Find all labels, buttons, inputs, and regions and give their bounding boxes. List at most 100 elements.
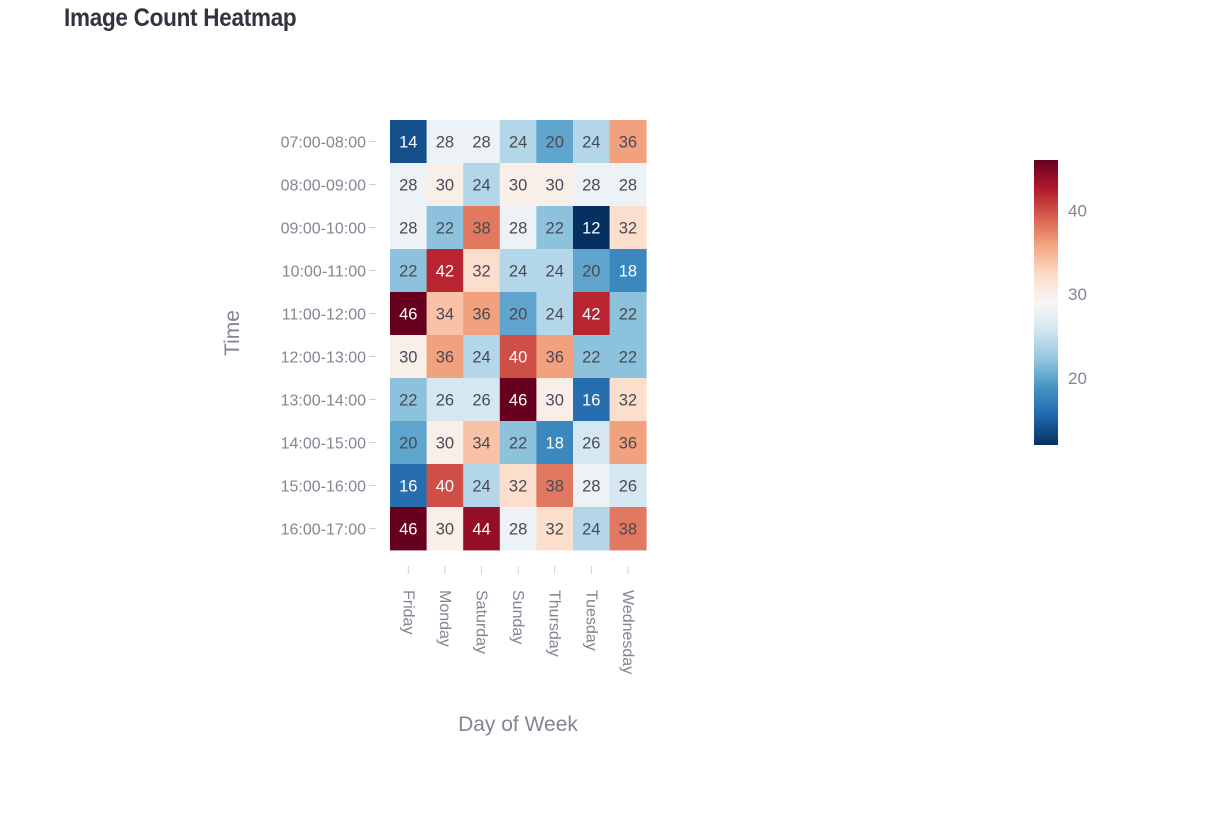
cell-value-label: 28 — [436, 134, 454, 152]
heatmap-cell[interactable] — [426, 335, 464, 379]
heatmap-cell[interactable] — [536, 335, 574, 379]
heatmap-cell[interactable] — [609, 249, 647, 293]
heatmap-cell[interactable] — [609, 163, 647, 207]
cell-value-label: 28 — [399, 220, 417, 238]
heatmap-cell[interactable] — [390, 120, 427, 164]
cell-value-label: 24 — [472, 478, 490, 496]
y-tick-label: 14:00-15:00 — [281, 436, 367, 453]
heatmap-cell[interactable] — [499, 335, 537, 379]
heatmap-cell[interactable] — [573, 464, 610, 508]
heatmap-cell[interactable] — [609, 335, 647, 379]
cell-value-label: 28 — [619, 177, 637, 195]
heatmap-cell[interactable] — [426, 421, 464, 465]
heatmap-cell[interactable] — [573, 421, 610, 465]
heatmap-cell[interactable] — [536, 249, 574, 293]
y-tick-label: 16:00-17:00 — [281, 522, 367, 539]
heatmap-cell[interactable] — [426, 378, 464, 422]
cell-value-label: 36 — [436, 349, 454, 367]
heatmap-cell[interactable] — [499, 292, 537, 336]
heatmap-cell[interactable] — [536, 163, 574, 207]
cell-value-label: 20 — [509, 306, 527, 324]
heatmap-cells[interactable]: 14 28 28 24 20 24 36 28 30 24 30 30 28 28 28 22 38 28 22 12… — [390, 120, 647, 551]
cell-value-label: 22 — [619, 349, 637, 367]
heatmap-cell[interactable] — [609, 464, 647, 508]
heatmap-cell[interactable] — [573, 378, 610, 422]
cell-value-label: 24 — [582, 521, 600, 539]
cell-value-label: 20 — [582, 263, 600, 281]
heatmap-cell[interactable] — [426, 464, 464, 508]
heatmap-cell[interactable] — [609, 206, 647, 250]
heatmap-cell[interactable] — [573, 507, 610, 551]
heatmap-cell[interactable] — [499, 507, 537, 551]
heatmap-cell[interactable] — [536, 292, 574, 336]
heatmap-cell[interactable] — [426, 292, 464, 336]
heatmap-cell[interactable] — [499, 249, 537, 293]
heatmap-cell[interactable] — [463, 507, 501, 551]
heatmap-cell[interactable] — [499, 206, 537, 250]
x-tick-label: Tuesday — [582, 590, 599, 651]
heatmap-cell[interactable] — [426, 120, 464, 164]
cell-value-label: 16 — [582, 392, 600, 410]
heatmap-cell[interactable] — [463, 249, 501, 293]
heatmap-cell[interactable] — [573, 120, 610, 164]
heatmap-cell[interactable] — [499, 464, 537, 508]
heatmap-cell[interactable] — [390, 335, 427, 379]
heatmap-cell[interactable] — [463, 206, 501, 250]
heatmap-cell[interactable] — [536, 120, 574, 164]
cell-value-label: 12 — [582, 220, 600, 238]
heatmap-cell[interactable] — [573, 163, 610, 207]
heatmap-cell[interactable] — [390, 464, 427, 508]
heatmap-cell[interactable] — [390, 163, 427, 207]
heatmap-cell[interactable] — [390, 206, 427, 250]
heatmap-cell[interactable] — [426, 507, 464, 551]
heatmap-cell[interactable] — [463, 120, 501, 164]
heatmap-cell[interactable] — [390, 292, 427, 336]
cell-value-label: 30 — [509, 177, 527, 195]
heatmap-cell[interactable] — [499, 163, 537, 207]
cell-value-label: 22 — [582, 349, 600, 367]
heatmap-cell[interactable] — [463, 378, 501, 422]
cell-value-label: 46 — [399, 306, 417, 324]
heatmap-cell[interactable] — [463, 335, 501, 379]
heatmap-cell[interactable] — [390, 249, 427, 293]
heatmap-cell[interactable] — [426, 163, 464, 207]
heatmap-cell[interactable] — [573, 292, 610, 336]
heatmap-cell[interactable] — [609, 378, 647, 422]
cell-value-label: 38 — [472, 220, 490, 238]
heatmap-cell[interactable] — [536, 206, 574, 250]
heatmap-cell[interactable] — [390, 507, 427, 551]
heatmap-cell[interactable] — [536, 464, 574, 508]
cell-value-label: 42 — [436, 263, 454, 281]
heatmap-cell[interactable] — [463, 292, 501, 336]
heatmap-cell[interactable] — [390, 378, 427, 422]
colorbar-tick-label: 30 — [1068, 285, 1087, 304]
cell-value-label: 46 — [509, 392, 527, 410]
heatmap-cell[interactable] — [499, 421, 537, 465]
heatmap-cell[interactable] — [499, 378, 537, 422]
heatmap-cell[interactable] — [609, 292, 647, 336]
heatmap-cell[interactable] — [536, 378, 574, 422]
heatmap-cell[interactable] — [609, 120, 647, 164]
heatmap-cell[interactable] — [573, 335, 610, 379]
heatmap-cell[interactable] — [390, 421, 427, 465]
heatmap-cell[interactable] — [536, 421, 574, 465]
cell-value-label: 22 — [436, 220, 454, 238]
heatmap-cell[interactable] — [463, 163, 501, 207]
cell-value-label: 34 — [472, 435, 490, 453]
cell-value-label: 28 — [399, 177, 417, 195]
cell-value-label: 30 — [436, 177, 454, 195]
heatmap-cell[interactable] — [536, 507, 574, 551]
heatmap-cell[interactable] — [426, 206, 464, 250]
heatmap-cell[interactable] — [573, 249, 610, 293]
heatmap-cell[interactable] — [609, 507, 647, 551]
heatmap-cell[interactable] — [463, 421, 501, 465]
cell-value-label: 26 — [582, 435, 600, 453]
heatmap-cell[interactable] — [573, 206, 610, 250]
heatmap-cell[interactable] — [609, 421, 647, 465]
cell-value-label: 40 — [436, 478, 454, 496]
heatmap-cell[interactable] — [426, 249, 464, 293]
cell-value-label: 30 — [546, 392, 564, 410]
heatmap-cell[interactable] — [463, 464, 501, 508]
heatmap-cell[interactable] — [499, 120, 537, 164]
